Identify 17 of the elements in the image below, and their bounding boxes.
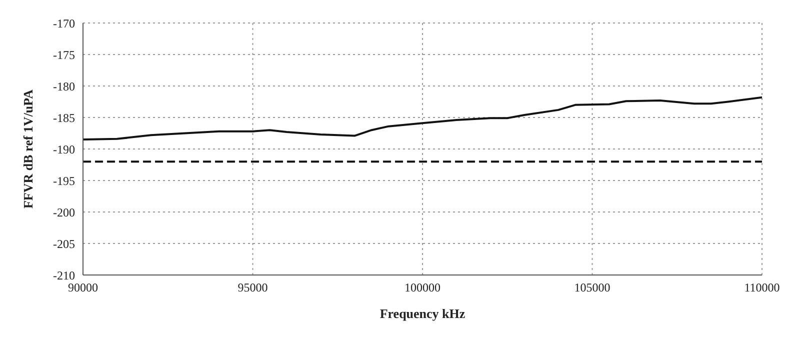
- y-tick-label: -175: [53, 48, 75, 62]
- y-tick-label: -170: [53, 16, 75, 30]
- y-axis-title: FFVR dB ref 1V/uPA: [20, 88, 36, 209]
- x-tick-label: 95000: [238, 280, 268, 295]
- y-tick-label: -210: [53, 268, 75, 282]
- x-tick-label: 90000: [68, 280, 98, 295]
- x-tick-label: 110000: [744, 280, 780, 295]
- x-tick-label: 100000: [404, 280, 440, 295]
- y-tick-label: -205: [53, 236, 75, 251]
- line-series: [83, 96, 762, 141]
- x-axis-title: Frequency kHz: [380, 306, 466, 321]
- y-tick-label: -190: [53, 142, 75, 156]
- y-tick-label: -195: [53, 174, 75, 188]
- y-tick-label: -185: [53, 110, 75, 125]
- y-tick-label: -200: [53, 205, 75, 220]
- y-tick-label: -180: [53, 79, 75, 94]
- x-tick-label: 105000: [574, 280, 610, 295]
